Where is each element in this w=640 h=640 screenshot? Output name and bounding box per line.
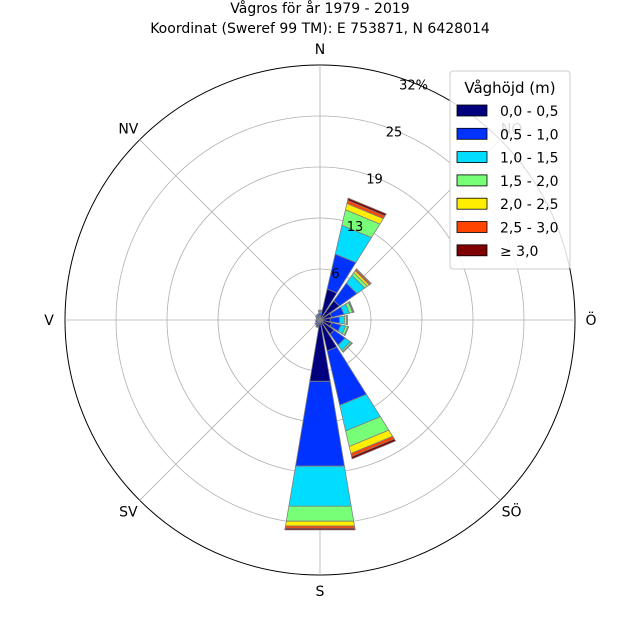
rose-bars [284,197,397,531]
legend-entry-label: 1,5 - 2,0 [500,174,558,190]
chart-subtitle: Koordinat (Sweref 99 TM): E 753871, N 64… [150,21,490,37]
radial-tick-labels: 6 13 19 25 32% [331,78,428,281]
rose-bar-segment [288,465,352,507]
legend-swatch [456,244,488,257]
grid-spoke [139,139,321,321]
rose-bar-segment [348,300,355,313]
radial-tick-label: 6 [331,267,339,282]
legend: Våghöjd (m) 0,0 - 0,5 0,5 - 1,0 1,0 - 1,5 1,… [449,70,571,270]
legend-entry-label: 2,5 - 3,0 [500,221,558,237]
legend-frame [449,70,571,270]
grid-spoke [139,319,321,501]
legend-entry-label: 2,0 - 2,5 [500,197,558,213]
legend-swatch [456,221,488,233]
radial-tick-label: 13 [347,220,364,235]
grid-spoke [319,319,501,501]
chart-title: Vågros för år 1979 - 2019 [230,0,409,17]
direction-label: NV [118,121,138,137]
legend-title: Våghöjd (m) [464,79,555,97]
legend-swatch [456,197,488,210]
rose-bar-segment [284,527,356,531]
rose-bar-segment [314,320,318,324]
radial-tick-label: 32% [399,78,428,93]
rose-bar-segment [315,325,319,329]
direction-label: N [315,42,325,58]
direction-label: SÖ [502,503,522,521]
rose-bar-segment [339,315,345,325]
direction-label: V [44,313,54,329]
legend-swatch [456,174,488,187]
legend-swatch [456,104,488,117]
legend-swatch [456,127,488,140]
rose-bar-segment [347,197,387,217]
rose-bar-segment [314,322,318,326]
rose-bar-segment [346,314,348,326]
rose-bar-segment [285,520,355,527]
rose-bar-segment [342,342,354,354]
legend-entry-label: ≥ 3,0 [500,244,538,260]
rose-bar-segment [351,438,397,460]
legend-entry-label: 0,0 - 0,5 [500,104,558,120]
legend-entry-label: 1,0 - 1,5 [500,151,558,167]
rose-bar-segment [343,325,350,337]
legend-entry-label: 0,5 - 1,0 [500,127,558,143]
legend-swatch [456,151,488,164]
radial-tick-label: 25 [386,126,403,141]
radial-tick-label: 19 [366,173,383,188]
rose-bar-segment [355,268,372,285]
direction-label: Ö [585,311,596,329]
direction-label: SV [119,505,138,521]
direction-label: S [316,584,325,600]
rose-bar-segment [285,505,355,522]
rose-bar-segment [316,313,320,316]
